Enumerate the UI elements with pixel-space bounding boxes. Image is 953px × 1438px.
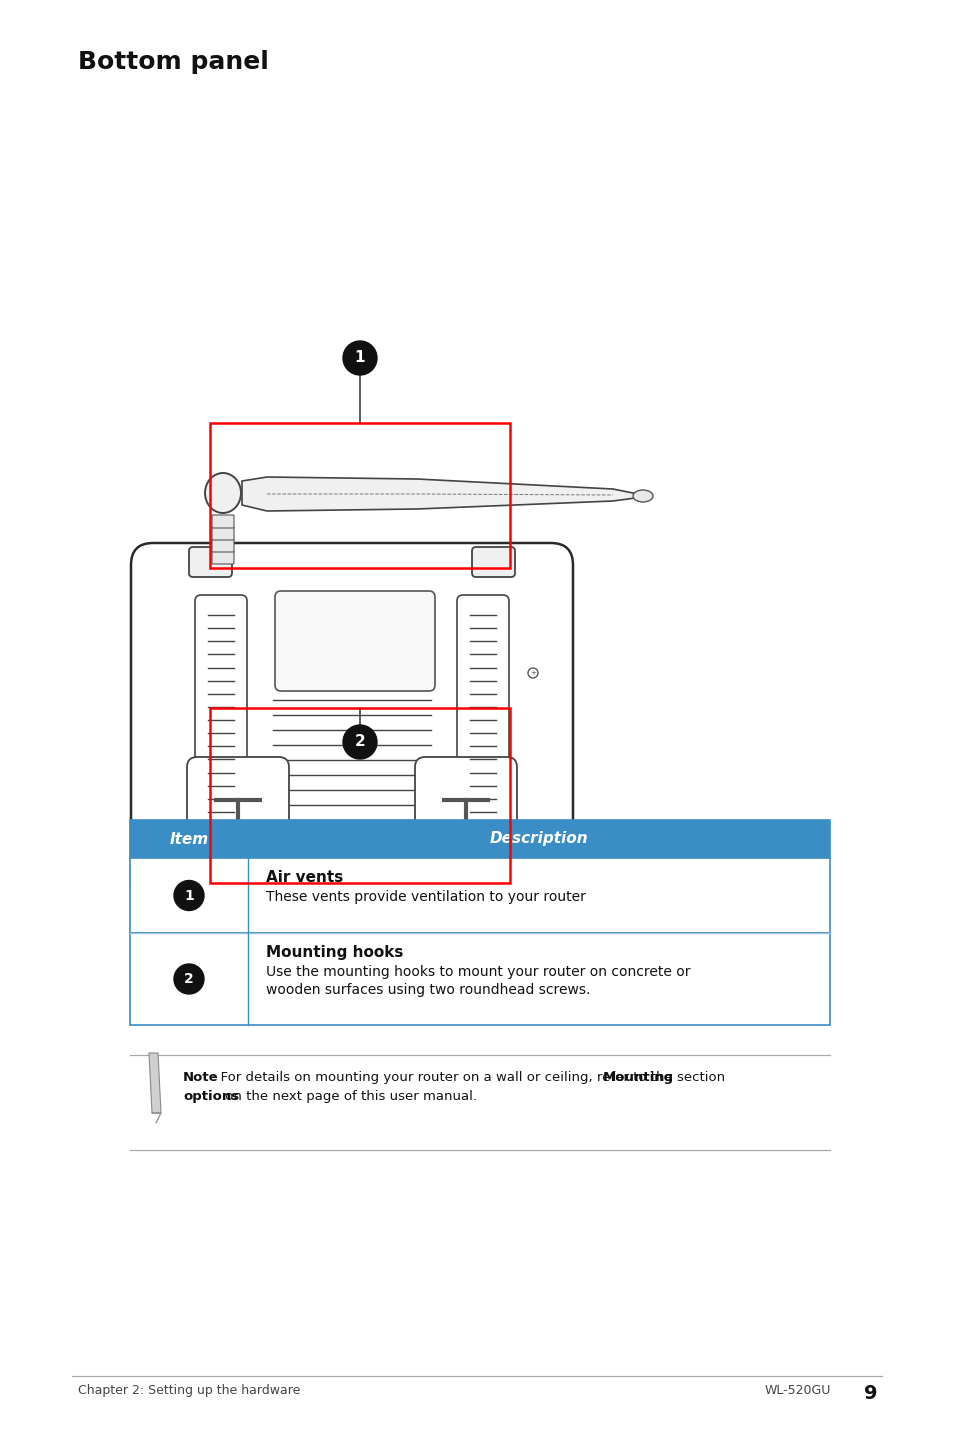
Circle shape: [343, 341, 376, 375]
Bar: [130, 820, 829, 858]
Bar: [210, 707, 510, 883]
Polygon shape: [149, 1053, 161, 1113]
Text: Note: Note: [183, 1071, 218, 1084]
FancyBboxPatch shape: [274, 591, 435, 692]
Text: Chapter 2: Setting up the hardware: Chapter 2: Setting up the hardware: [78, 1383, 300, 1396]
Ellipse shape: [205, 473, 241, 513]
Text: Description: Description: [489, 831, 588, 847]
FancyBboxPatch shape: [212, 515, 233, 528]
Circle shape: [527, 669, 537, 677]
FancyBboxPatch shape: [131, 544, 573, 905]
Text: Air vents: Air vents: [266, 870, 343, 884]
Circle shape: [519, 823, 532, 834]
Circle shape: [343, 725, 376, 759]
Text: 1: 1: [184, 889, 193, 903]
Text: Mounting: Mounting: [601, 1071, 673, 1084]
Text: Item: Item: [170, 831, 209, 847]
FancyBboxPatch shape: [456, 595, 509, 833]
Bar: [130, 858, 829, 933]
Bar: [130, 933, 829, 1025]
FancyBboxPatch shape: [212, 539, 233, 552]
Circle shape: [173, 880, 204, 910]
Text: 2: 2: [355, 735, 365, 749]
FancyBboxPatch shape: [212, 551, 233, 564]
Ellipse shape: [633, 490, 652, 502]
FancyBboxPatch shape: [212, 526, 233, 541]
FancyBboxPatch shape: [189, 546, 232, 577]
FancyBboxPatch shape: [209, 824, 267, 848]
Text: Bottom panel: Bottom panel: [78, 50, 269, 73]
Text: Use the mounting hooks to mount your router on concrete or: Use the mounting hooks to mount your rou…: [266, 965, 690, 979]
Text: wooden surfaces using two roundhead screws.: wooden surfaces using two roundhead scre…: [266, 984, 590, 997]
FancyBboxPatch shape: [415, 756, 517, 858]
Text: : For details on mounting your router on a wall or ceiling, refer to the section: : For details on mounting your router on…: [212, 1071, 729, 1084]
Text: on the next page of this user manual.: on the next page of this user manual.: [221, 1090, 476, 1103]
Text: 2: 2: [184, 972, 193, 986]
FancyBboxPatch shape: [187, 756, 289, 858]
Text: 9: 9: [863, 1383, 877, 1403]
Text: Mounting hooks: Mounting hooks: [266, 945, 403, 961]
Text: options: options: [183, 1090, 239, 1103]
Text: WL-520GU: WL-520GU: [764, 1383, 830, 1396]
FancyBboxPatch shape: [436, 824, 495, 848]
Text: +: +: [530, 670, 536, 676]
FancyBboxPatch shape: [472, 546, 515, 577]
Text: These vents provide ventilation to your router: These vents provide ventilation to your …: [266, 890, 585, 905]
Circle shape: [173, 963, 204, 994]
FancyBboxPatch shape: [194, 595, 247, 833]
Text: 1: 1: [355, 351, 365, 365]
Bar: [210, 423, 510, 568]
Polygon shape: [242, 477, 642, 510]
Circle shape: [172, 823, 184, 834]
